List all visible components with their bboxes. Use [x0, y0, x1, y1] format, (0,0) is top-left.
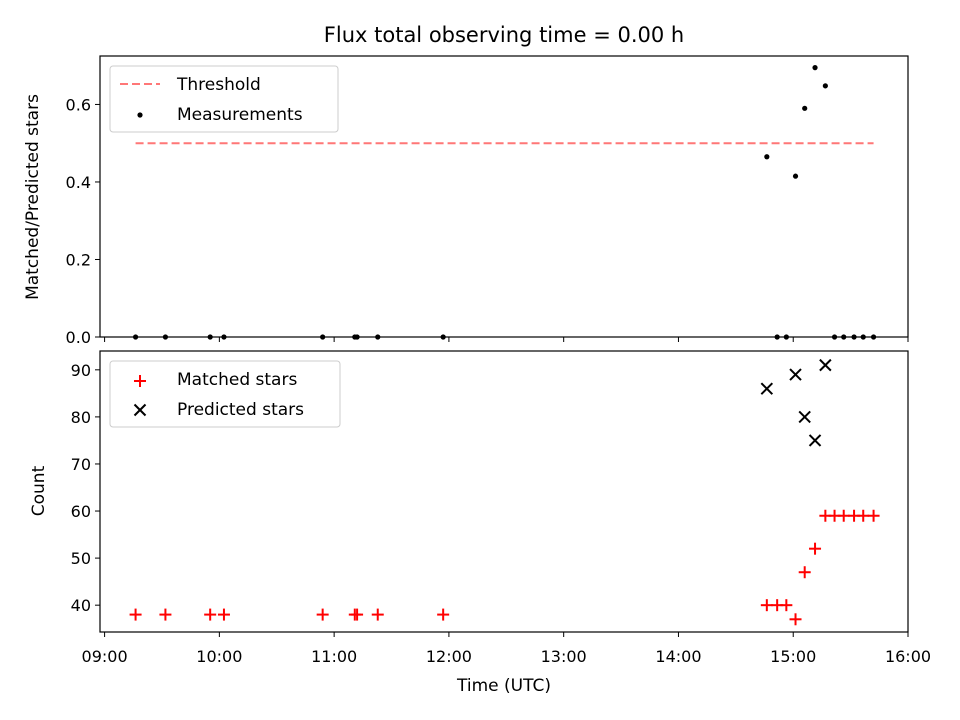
measurement-point: [320, 334, 326, 340]
bottom-x-ticks: 09:00 10:00 11:00 12:00 13:00 14:00 15:00 16:00: [82, 632, 931, 666]
measurement-point: [783, 334, 789, 340]
measurement-point: [162, 334, 169, 340]
legend-predicted-swatch: [133, 403, 147, 417]
chart-title: Flux total observing time = 0.00 h: [324, 23, 684, 47]
y-tick-label: 70: [71, 455, 91, 474]
legend-predicted-label: Predicted stars: [177, 400, 304, 420]
y-tick-label: 0.2: [66, 250, 91, 269]
matched-stars-point: [857, 509, 870, 522]
top-y-ticks: 0.0 0.2 0.4 0.6: [66, 95, 100, 347]
x-tick-label: 13:00: [541, 647, 587, 666]
top-legend-box: [109, 65, 339, 133]
measurement-point: [802, 105, 808, 111]
x-tick-label: 11:00: [311, 647, 357, 666]
y-tick-label: 50: [71, 549, 91, 568]
top-y-axis-label: Matched/Predicted stars: [23, 94, 43, 300]
x-tick-label: 15:00: [770, 647, 816, 666]
y-tick-label: 0.6: [66, 95, 91, 114]
matched-stars-point: [809, 542, 822, 555]
predicted-stars-point: [808, 434, 822, 447]
legend-measurements-swatch: [137, 112, 143, 118]
matched-stars-point: [760, 599, 773, 612]
measurement-point: [841, 334, 847, 340]
y-tick-label: 80: [71, 408, 91, 427]
predicted-stars-point: [798, 410, 811, 424]
y-tick-label: 60: [71, 502, 91, 521]
matched-stars-point: [780, 599, 793, 612]
bottom-plot-marks: [129, 358, 880, 626]
x-tick-label: 14:00: [655, 647, 701, 666]
matched-stars-point: [798, 566, 811, 579]
y-tick-label: 40: [71, 596, 91, 615]
matched-stars-point: [789, 613, 802, 626]
matched-stars-point: [867, 509, 880, 522]
measurement-point: [354, 334, 360, 340]
bottom-legend-box: [109, 360, 341, 428]
measurement-point: [822, 83, 828, 89]
bottom-y-ticks: 40 50 60 70 80 90: [71, 361, 100, 615]
legend-measurements-label: Measurements: [177, 105, 303, 125]
y-tick-label: 0.0: [66, 328, 91, 347]
bottom-legend: Matched stars Predicted stars: [109, 360, 341, 428]
predicted-stars-point: [789, 368, 802, 381]
measurement-point: [792, 173, 799, 179]
legend-threshold-label: Threshold: [176, 75, 261, 95]
top-plot-marks: [132, 65, 877, 340]
top-panel: 0.0 0.2 0.4 0.6 Matched/Predicted stars Thr…: [23, 55, 909, 347]
matched-stars-point: [129, 608, 142, 621]
measurement-point: [774, 334, 780, 340]
legend-matched-label: Matched stars: [177, 370, 297, 390]
top-x-ticks: [104, 337, 909, 342]
measurement-point: [860, 334, 866, 340]
predicted-stars-point: [819, 358, 832, 372]
y-tick-label: 90: [71, 361, 91, 380]
measurement-point: [375, 334, 381, 340]
bottom-y-axis-label: Count: [29, 465, 49, 516]
measurement-point: [440, 334, 446, 340]
measurement-point: [221, 334, 227, 340]
measurement-point: [207, 334, 213, 340]
measurement-point: [851, 334, 857, 340]
measurement-point: [132, 334, 139, 340]
matched-stars-point: [159, 608, 172, 621]
x-tick-label: 12:00: [426, 647, 472, 666]
matched-stars-point: [437, 608, 450, 621]
measurement-point: [831, 334, 838, 340]
y-tick-label: 0.4: [66, 173, 91, 192]
matched-stars-point: [837, 509, 850, 522]
legend-matched-swatch: [134, 375, 146, 387]
measurement-point: [764, 154, 770, 160]
x-tick-label: 10:00: [196, 647, 242, 666]
top-legend: Threshold Measurements: [109, 65, 339, 133]
predicted-stars-point: [760, 382, 774, 395]
matched-stars-point: [204, 608, 217, 621]
matched-stars-point: [316, 608, 329, 621]
x-axis-label: Time (UTC): [456, 676, 551, 696]
matched-stars-point: [217, 608, 230, 621]
x-tick-label: 16:00: [885, 647, 931, 666]
matched-stars-point: [351, 608, 364, 621]
matched-stars-point: [371, 608, 384, 621]
measurement-point: [812, 65, 818, 71]
bottom-panel: 40 50 60 70 80 90 09:00 10:00 11:00 12:00 13:00 14…: [29, 350, 931, 696]
x-tick-label: 09:00: [82, 647, 128, 666]
measurement-point: [870, 334, 877, 340]
